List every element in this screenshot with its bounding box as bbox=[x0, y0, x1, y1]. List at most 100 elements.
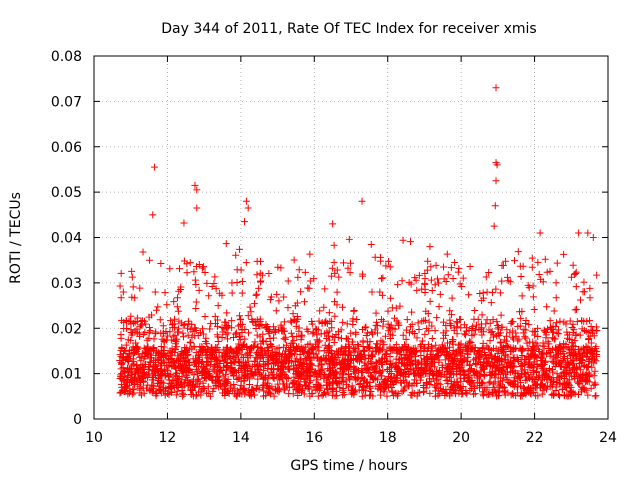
data-point bbox=[417, 341, 425, 349]
data-point bbox=[491, 202, 499, 210]
data-point bbox=[382, 382, 390, 390]
data-point bbox=[456, 384, 464, 392]
data-point bbox=[368, 359, 376, 367]
data-point bbox=[514, 248, 522, 256]
x-tick-label: 16 bbox=[305, 430, 323, 446]
data-point bbox=[368, 288, 376, 296]
data-point bbox=[518, 347, 526, 355]
data-point bbox=[418, 337, 426, 345]
data-point bbox=[281, 335, 289, 343]
data-point bbox=[194, 370, 202, 378]
data-point bbox=[476, 372, 484, 380]
data-point bbox=[210, 362, 218, 370]
data-point bbox=[266, 389, 274, 397]
data-point bbox=[510, 354, 518, 362]
data-point bbox=[179, 333, 187, 341]
data-point bbox=[448, 311, 456, 319]
data-point bbox=[244, 365, 252, 373]
data-point bbox=[262, 379, 270, 387]
data-point bbox=[230, 358, 238, 366]
data-point bbox=[289, 310, 297, 318]
data-point bbox=[506, 329, 514, 337]
y-tick-label: 0.02 bbox=[51, 321, 82, 337]
data-point bbox=[498, 377, 506, 385]
data-point bbox=[470, 390, 478, 398]
data-point bbox=[538, 349, 546, 357]
data-point bbox=[202, 351, 210, 359]
data-point bbox=[196, 329, 204, 337]
data-point bbox=[218, 291, 226, 299]
data-point bbox=[362, 379, 370, 387]
data-point bbox=[136, 386, 144, 394]
data-point bbox=[335, 273, 343, 281]
data-point bbox=[352, 328, 360, 336]
data-point bbox=[392, 341, 400, 349]
data-point bbox=[124, 381, 132, 389]
data-point bbox=[456, 280, 464, 288]
data-point bbox=[254, 344, 262, 352]
data-point bbox=[328, 264, 336, 272]
data-point bbox=[538, 390, 546, 398]
data-point bbox=[211, 320, 219, 328]
data-point bbox=[457, 378, 465, 386]
data-point bbox=[346, 376, 354, 384]
data-point bbox=[184, 324, 192, 332]
data-point bbox=[584, 362, 592, 370]
data-point bbox=[465, 291, 473, 299]
data-point bbox=[428, 286, 436, 294]
data-point bbox=[294, 374, 302, 382]
data-point bbox=[556, 392, 564, 400]
data-point bbox=[143, 370, 151, 378]
data-point bbox=[367, 387, 375, 395]
data-point bbox=[269, 323, 277, 331]
data-point bbox=[489, 316, 497, 324]
data-point bbox=[178, 364, 186, 372]
data-point bbox=[295, 324, 303, 332]
data-point bbox=[372, 321, 380, 329]
data-point bbox=[534, 363, 542, 371]
data-point bbox=[355, 381, 363, 389]
data-point bbox=[542, 334, 550, 342]
data-point bbox=[542, 357, 550, 365]
data-point bbox=[497, 366, 505, 374]
data-point bbox=[464, 373, 472, 381]
data-point bbox=[208, 283, 216, 291]
data-point bbox=[509, 354, 517, 362]
data-point bbox=[542, 382, 550, 390]
x-tick-label: 10 bbox=[85, 430, 103, 446]
data-point bbox=[506, 368, 514, 376]
x-tick-label: 24 bbox=[599, 430, 617, 446]
data-point bbox=[486, 337, 494, 345]
data-point bbox=[226, 355, 234, 363]
data-point bbox=[222, 386, 230, 394]
data-point bbox=[234, 322, 242, 330]
data-point bbox=[247, 344, 255, 352]
data-point bbox=[414, 319, 422, 327]
data-point bbox=[280, 386, 288, 394]
data-point bbox=[334, 379, 342, 387]
data-point bbox=[457, 367, 465, 375]
data-point bbox=[502, 370, 510, 378]
data-point bbox=[564, 379, 572, 387]
data-point bbox=[177, 380, 185, 388]
data-point bbox=[592, 350, 600, 358]
data-point bbox=[408, 350, 416, 358]
data-point bbox=[517, 362, 525, 370]
data-point bbox=[256, 317, 264, 325]
data-point bbox=[582, 353, 590, 361]
data-point bbox=[155, 368, 163, 376]
data-point bbox=[284, 304, 292, 312]
data-point bbox=[144, 366, 152, 374]
data-point bbox=[134, 343, 142, 351]
data-point bbox=[194, 351, 202, 359]
data-point bbox=[265, 351, 273, 359]
data-point bbox=[571, 369, 579, 377]
data-point bbox=[261, 348, 269, 356]
data-point bbox=[386, 263, 394, 271]
data-point bbox=[270, 334, 278, 342]
data-point bbox=[422, 361, 430, 369]
data-point bbox=[256, 333, 264, 341]
data-point bbox=[185, 320, 193, 328]
data-point bbox=[138, 374, 146, 382]
data-point bbox=[192, 298, 200, 306]
